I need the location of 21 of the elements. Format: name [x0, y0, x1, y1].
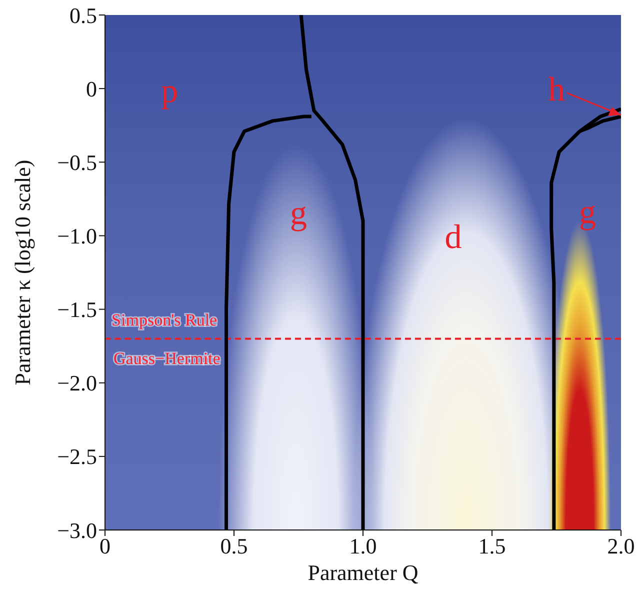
annotation: d [444, 218, 462, 256]
x-tick-label: 1.5 [478, 534, 506, 559]
annotation: g [290, 195, 307, 232]
y-tick-label: −3.0 [57, 518, 97, 543]
annotation: g [578, 194, 596, 231]
y-tick-label: −2.5 [57, 444, 97, 470]
y-tick-label: −1.0 [57, 224, 97, 249]
annotation: h [548, 72, 565, 109]
annotation: Simpson's Rule [112, 310, 218, 330]
x-tick-label: 2.0 [607, 534, 635, 559]
y-axis-title: Parameter κ (log10 scale) [10, 160, 35, 386]
y-tick-label: 0 [86, 76, 97, 102]
x-tick-label: 0.5 [220, 534, 248, 559]
x-tick-label: 1.0 [349, 534, 377, 559]
y-tick-label: 0.5 [70, 2, 97, 28]
annotation: p [161, 73, 178, 110]
y-tick-label: −1.5 [57, 297, 97, 322]
annotation: Gauss−Hermite [114, 348, 220, 368]
x-axis-title: Parameter Q [308, 560, 418, 585]
y-tick-label: −2.0 [57, 370, 97, 396]
y-tick-label: −0.5 [57, 150, 97, 175]
